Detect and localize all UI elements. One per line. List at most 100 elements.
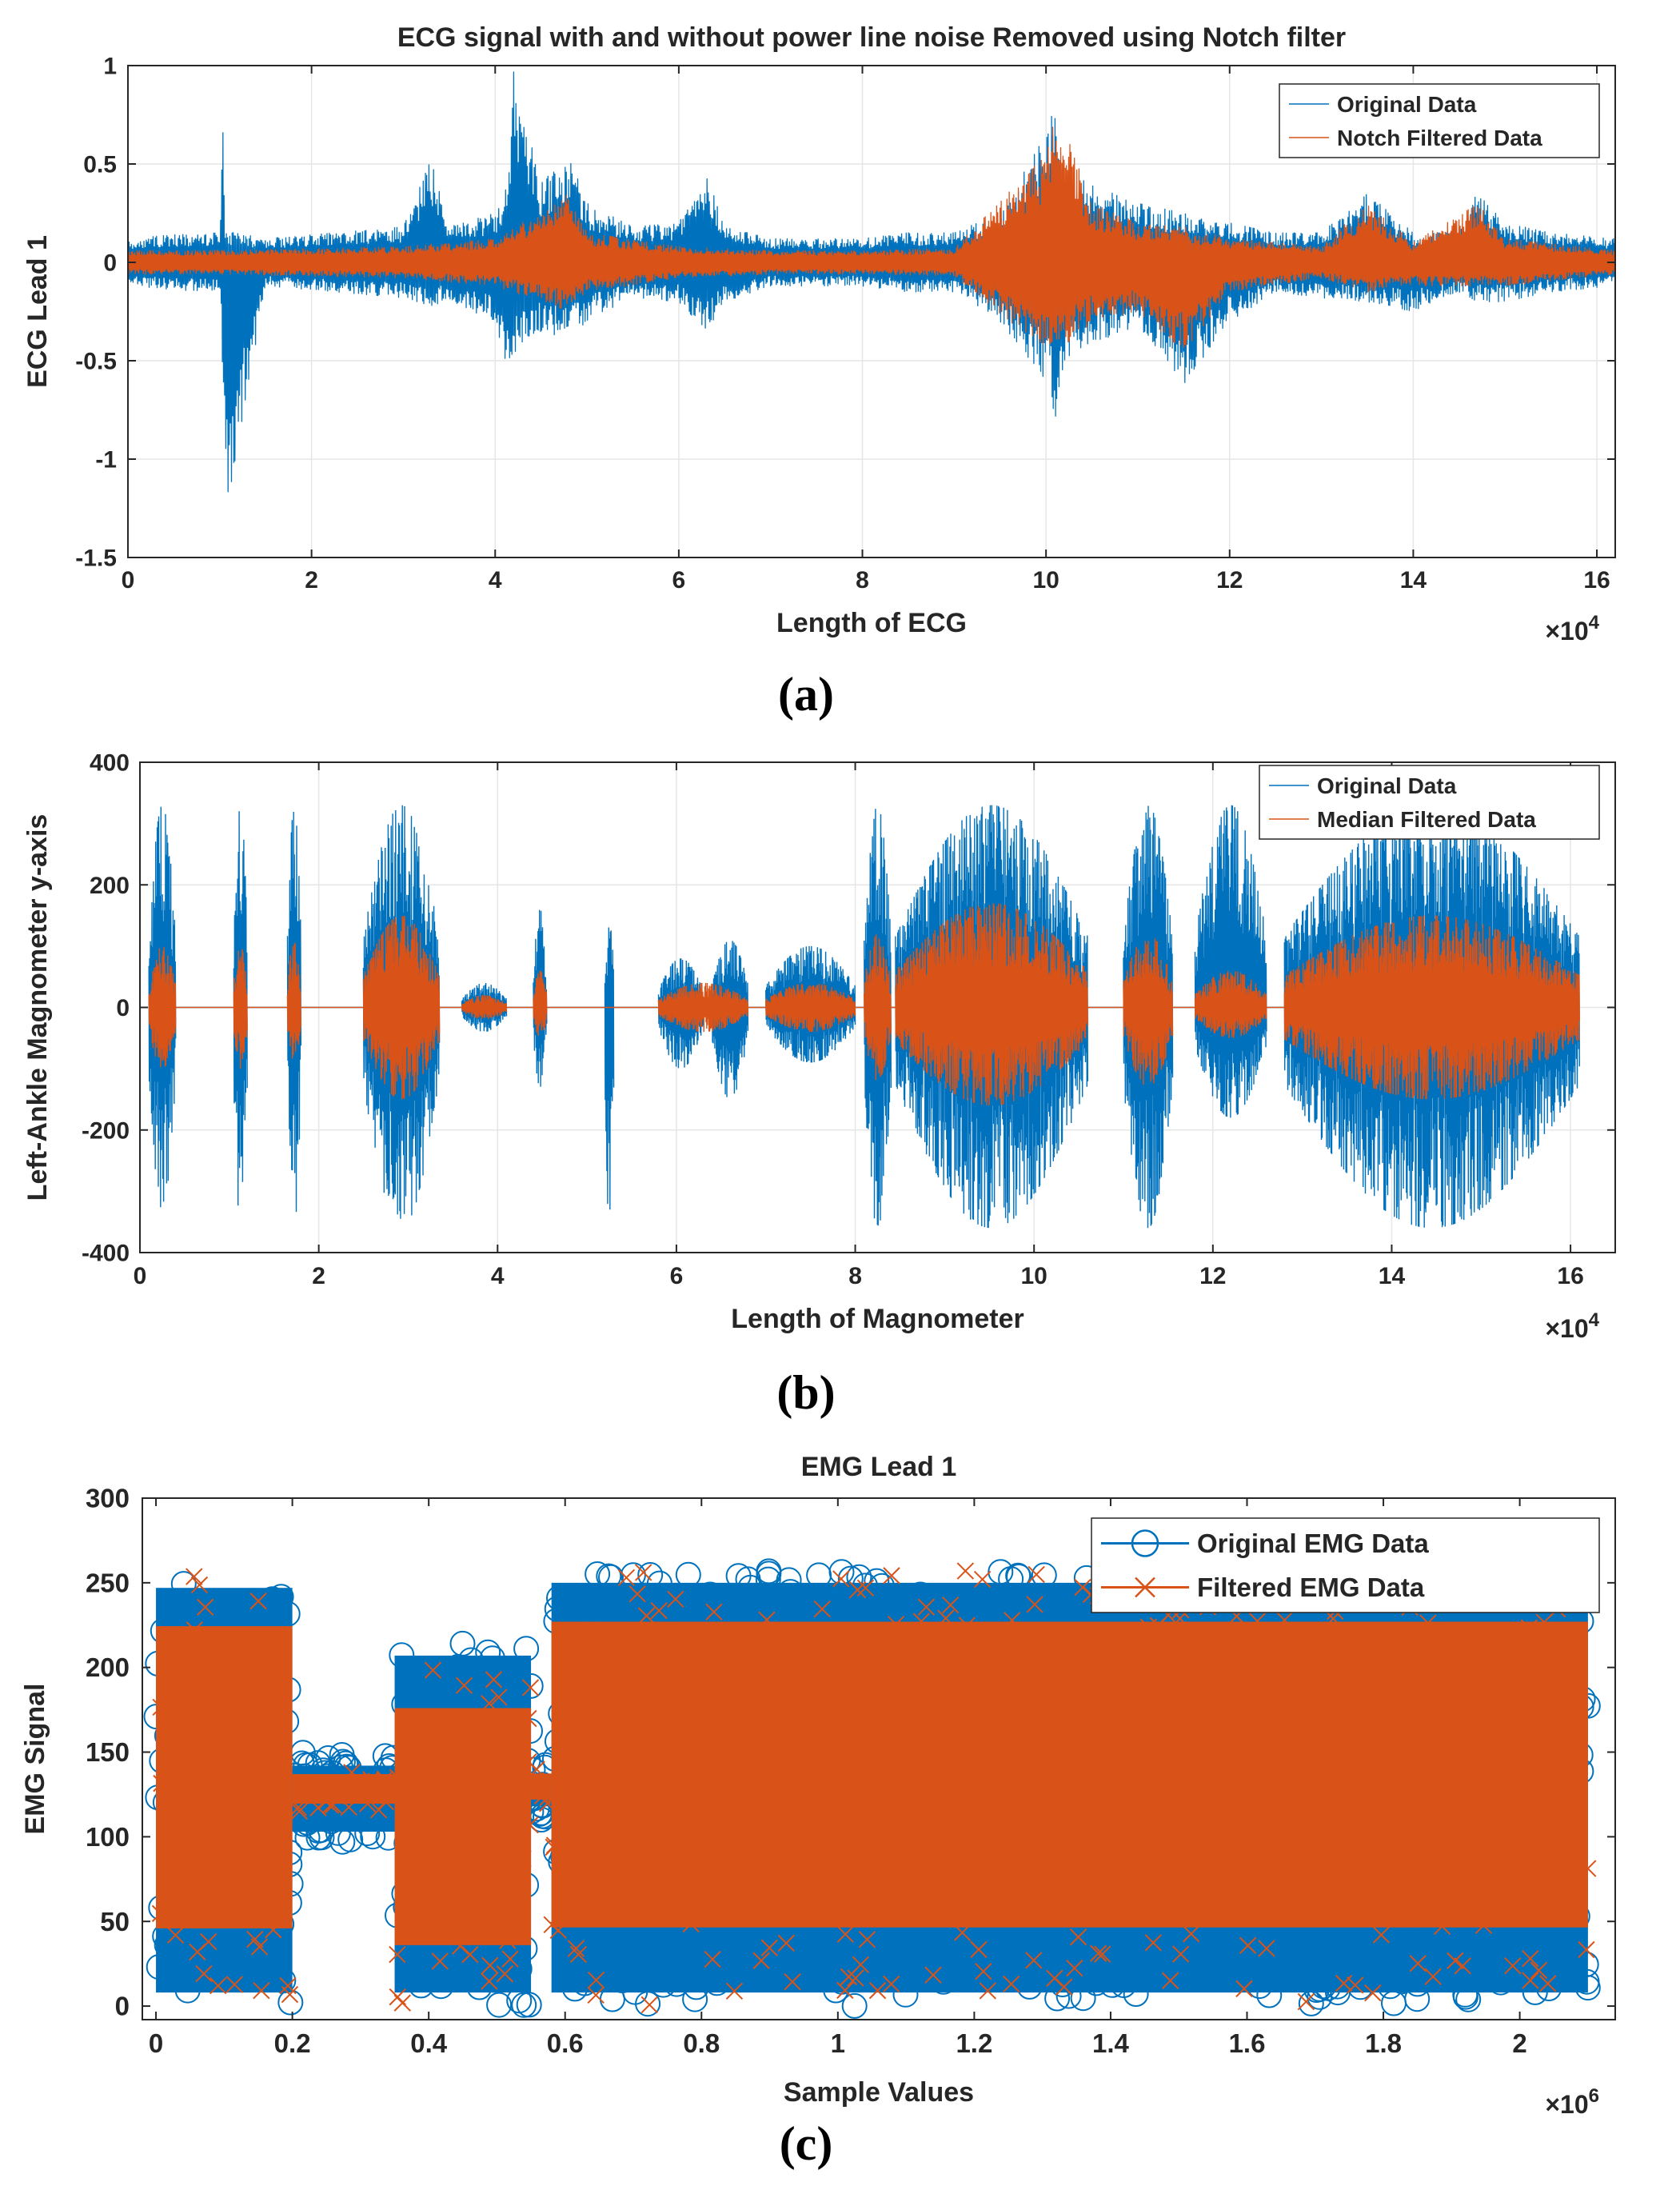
data-point-x: [196, 1844, 214, 1862]
data-point-circle: [169, 1591, 195, 1617]
data-point-x: [637, 1607, 656, 1625]
data-point-x: [807, 1742, 824, 1760]
data-point-x: [1555, 1850, 1573, 1868]
data-point-x: [1534, 1684, 1552, 1703]
data-point-circle: [577, 1593, 603, 1620]
data-point-x: [256, 1849, 273, 1868]
x-tick-label: 10: [1020, 1263, 1047, 1289]
data-point-circle: [817, 1951, 844, 1977]
data-point-x: [1551, 1772, 1570, 1790]
data-point-x: [932, 1790, 950, 1808]
data-point-circle: [315, 1745, 341, 1771]
series-band: [551, 1621, 1588, 1928]
panel-c-emg-chart: 0 0.2 0.4 0.6 0.8 1 1.2 1.4 1.6 1.8 2 0 50 100 150 200 2…: [20, 1452, 1616, 2119]
data-point-x: [1103, 1624, 1122, 1642]
data-point-x: [1400, 1764, 1419, 1782]
x-tick-label: 8: [856, 567, 869, 593]
data-point-x: [1442, 1831, 1460, 1848]
data-point-x: [752, 1952, 770, 1969]
legend-label-original: Original Data: [1337, 92, 1477, 117]
data-point-x: [910, 1863, 928, 1880]
data-point-circle: [1231, 1956, 1258, 1983]
data-point-circle: [1574, 1968, 1600, 1995]
data-point-x: [197, 1662, 214, 1680]
data-point-x: [523, 1776, 541, 1794]
x-tick-label: 0.6: [547, 2028, 584, 2058]
data-point-x: [1303, 1777, 1320, 1796]
data-point-circle: [198, 1960, 224, 1986]
x-tick-label: 12: [1199, 1263, 1226, 1289]
data-point-x: [328, 1786, 345, 1804]
data-point-x: [975, 1963, 992, 1980]
data-point-x: [965, 1888, 983, 1905]
data-point-circle: [475, 1639, 501, 1665]
data-point-circle: [672, 1944, 698, 1971]
data-point-x: [1028, 1565, 1045, 1584]
data-point-x: [481, 1956, 499, 1974]
data-point-x: [1161, 1972, 1179, 1990]
data-point-x: [456, 1794, 473, 1812]
data-point-x: [769, 1847, 787, 1864]
data-point-x: [152, 1698, 170, 1716]
data-point-circle: [360, 1824, 386, 1850]
legend-label-original: Original Data: [1317, 773, 1457, 798]
data-point-x: [413, 1904, 431, 1922]
data-point-circle: [892, 1981, 919, 2008]
data-point-x: [832, 1570, 850, 1588]
data-point-x: [414, 1776, 432, 1794]
data-point-x: [582, 1744, 600, 1762]
data-point-circle: [884, 1589, 910, 1616]
data-point-x: [953, 1924, 972, 1941]
chart-title: EMG Lead 1: [801, 1452, 957, 1482]
data-point-x: [1522, 1950, 1539, 1968]
series-burst: [533, 970, 548, 1036]
data-point-x: [994, 1857, 1012, 1876]
data-point-circle: [479, 1645, 505, 1672]
data-point-x: [1424, 1968, 1442, 1985]
data-point-x: [979, 1982, 996, 2000]
data-point-x: [998, 1739, 1016, 1756]
data-point-x: [1447, 1799, 1465, 1816]
series-burst: [362, 915, 441, 1100]
data-point-x: [902, 1637, 920, 1655]
legend-label-filtered: Notch Filtered Data: [1337, 126, 1542, 150]
data-point-x: [846, 1776, 864, 1794]
data-point-x: [1297, 1992, 1315, 2011]
data-point-x: [195, 1964, 213, 1983]
data-point-x: [1026, 1596, 1044, 1613]
data-point-x: [151, 1904, 170, 1923]
data-point-x: [253, 1981, 270, 2000]
data-point-circle: [944, 1948, 970, 1974]
data-point-x: [404, 1825, 422, 1844]
data-point-circle: [274, 1601, 301, 1627]
data-point-x: [1520, 1619, 1538, 1637]
data-point-circle: [1000, 1943, 1026, 1969]
data-point-x: [1134, 1860, 1151, 1878]
data-point-x: [452, 1773, 470, 1792]
x-tick-label: 0: [149, 2028, 163, 2058]
data-point-x: [928, 1827, 945, 1844]
data-point-x: [1364, 1984, 1382, 2002]
x-axis-label: Sample Values: [784, 2077, 974, 2108]
x-axis-exponent: ×106: [1545, 2085, 1599, 2119]
data-point-x: [587, 1986, 605, 2004]
data-point-x: [650, 1601, 668, 1620]
data-point-circle: [650, 1972, 676, 1998]
data-point-x: [438, 1839, 456, 1856]
data-point-circle: [1057, 1585, 1083, 1612]
data-point-circle: [170, 1571, 197, 1597]
data-point-circle: [428, 1973, 454, 2000]
caption-c: (c): [780, 2117, 833, 2170]
data-point-x: [927, 1726, 945, 1744]
x-axis-exponent: ×104: [1545, 1309, 1599, 1343]
data-point-circle: [1031, 1562, 1057, 1589]
x-tick-label: 0: [122, 567, 135, 593]
data-point-x: [1569, 1751, 1586, 1769]
data-point-x: [1567, 1884, 1585, 1903]
data-point-circle: [467, 1963, 493, 1989]
panel-b-magnometer-chart: 0 2 4 6 8 10 12 14 16 -400 -200 0 200 400 Length of Ma…: [22, 750, 1616, 1343]
data-point-circle: [776, 1596, 802, 1622]
data-point-x: [1025, 1952, 1043, 1969]
y-tick-label: 200: [86, 1653, 130, 1682]
data-point-circle: [1044, 1985, 1071, 2012]
